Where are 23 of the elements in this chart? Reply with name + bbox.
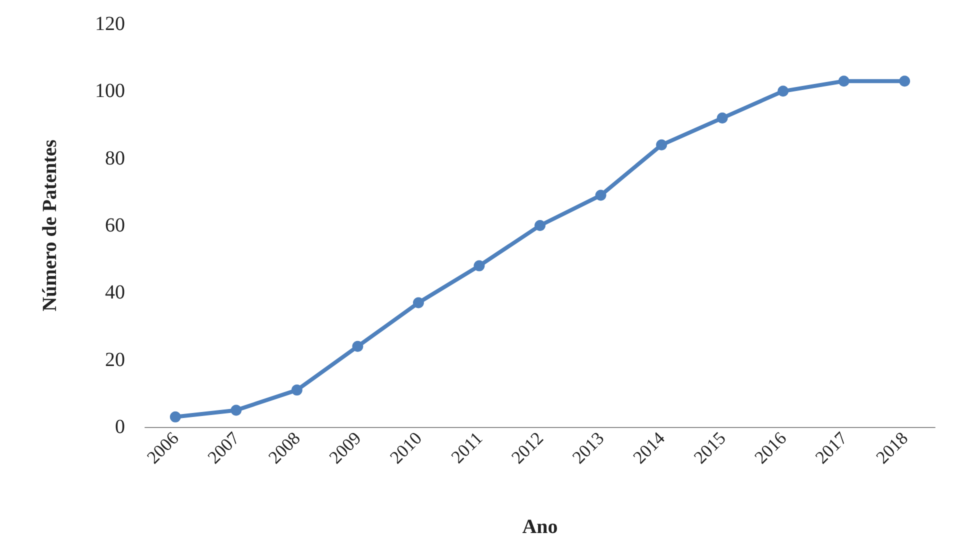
point — [291, 384, 302, 396]
point — [534, 220, 546, 231]
point — [230, 404, 242, 416]
y-tick-label: 80 — [105, 147, 125, 170]
point — [170, 411, 181, 422]
point — [656, 139, 668, 150]
y-axis-title: Número de Patentes — [39, 139, 61, 312]
point — [716, 112, 728, 124]
point — [412, 297, 424, 308]
point — [778, 86, 789, 97]
y-tick-label: 0 — [115, 416, 125, 438]
point — [474, 260, 485, 272]
y-tick-label: 40 — [105, 282, 125, 304]
point — [352, 340, 364, 352]
y-tick-label: 20 — [105, 348, 125, 371]
y-tick-label: 100 — [95, 80, 125, 102]
x-axis-title: Ano — [522, 516, 558, 538]
point — [899, 76, 910, 87]
y-tick-label: 60 — [105, 214, 125, 236]
x-tick-label: 2011 — [447, 428, 486, 468]
y-tick-label: 120 — [95, 13, 125, 35]
point — [838, 76, 850, 87]
point — [595, 190, 606, 201]
